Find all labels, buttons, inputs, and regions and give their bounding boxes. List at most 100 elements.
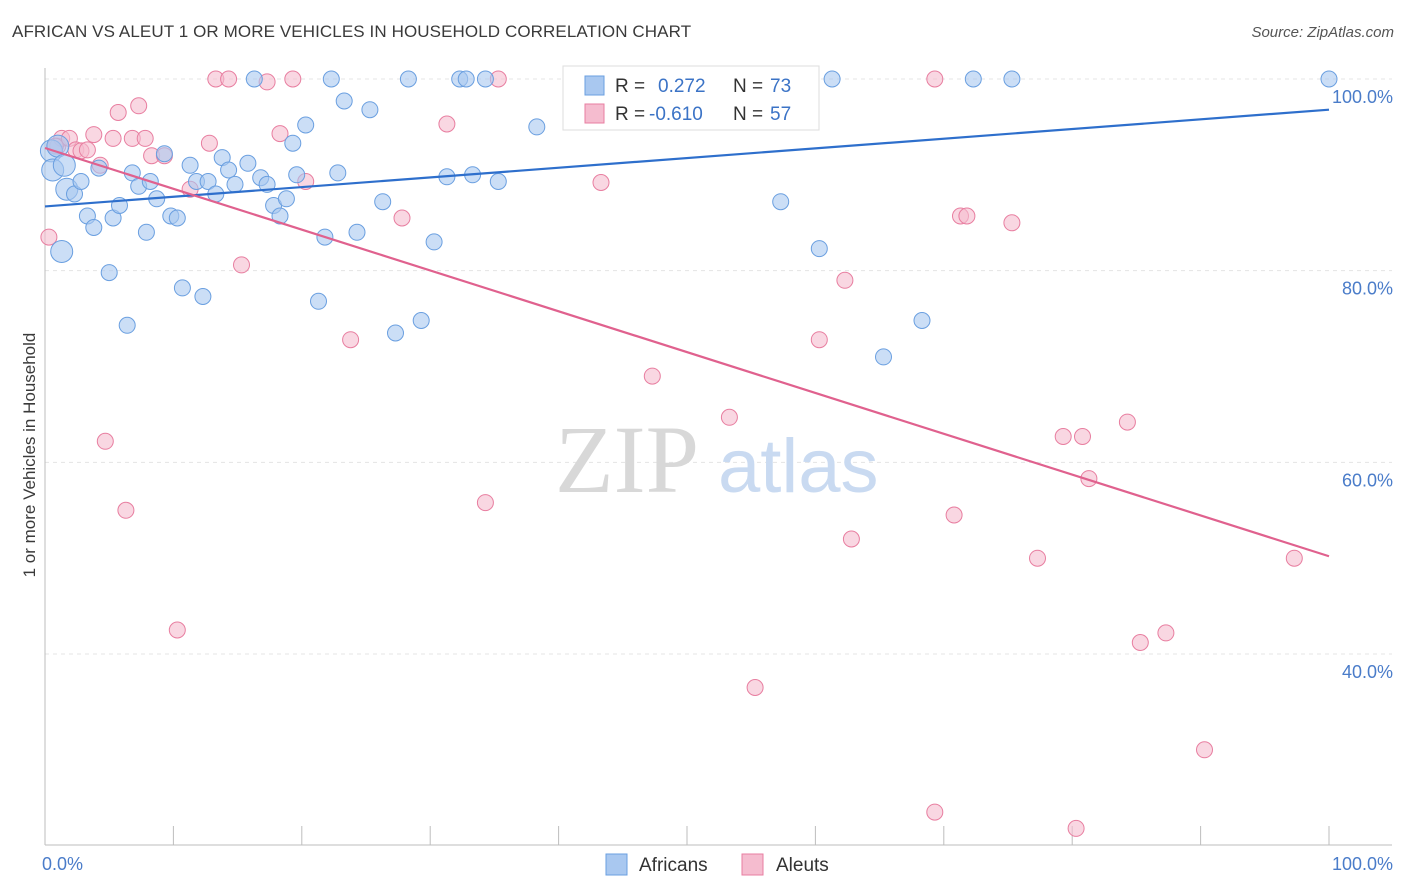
aleuts-point-55 bbox=[1285, 549, 1303, 567]
watermark-zip: ZIP bbox=[555, 406, 699, 513]
aleuts-point-23 bbox=[233, 256, 250, 274]
aleuts-point-11 bbox=[109, 104, 127, 121]
aleuts-point-20 bbox=[200, 134, 218, 152]
stats-legend: R = 0.272 N = 73 R = -0.610 N = 57 bbox=[562, 65, 820, 131]
aleuts-point-42 bbox=[945, 506, 963, 524]
legend-swatch-aleuts bbox=[584, 103, 605, 124]
africans-point-37 bbox=[284, 134, 302, 152]
africans-point-66 bbox=[875, 348, 892, 366]
africans-point-43 bbox=[329, 164, 347, 182]
aleuts-point-36 bbox=[746, 679, 764, 696]
x-tick-label-0: 0.0% bbox=[42, 854, 83, 874]
series-legend: Africans Aleuts bbox=[605, 853, 829, 876]
africans-point-38 bbox=[288, 166, 306, 184]
chart-title: AFRICAN VS ALEUT 1 OR MORE VEHICLES IN H… bbox=[12, 22, 692, 41]
africans-point-35 bbox=[271, 207, 289, 225]
legend-n-label-2: N = bbox=[733, 104, 763, 125]
legend-r-label-1: R = bbox=[615, 76, 645, 97]
aleuts-point-40 bbox=[926, 70, 944, 88]
series-legend-label-africans: Africans bbox=[639, 855, 708, 876]
y-tick-label-1: 60.0% bbox=[1342, 470, 1393, 490]
aleuts-point-44 bbox=[958, 207, 976, 225]
aleuts-point-14 bbox=[130, 97, 148, 115]
aleuts-point-35 bbox=[720, 408, 738, 426]
aleuts-point-6 bbox=[78, 141, 96, 159]
aleuts-point-41 bbox=[926, 803, 944, 821]
series-legend-label-aleuts: Aleuts bbox=[776, 855, 829, 876]
aleuts-point-34 bbox=[643, 367, 661, 385]
aleuts-point-54 bbox=[1196, 741, 1213, 759]
aleuts-point-0 bbox=[40, 228, 58, 246]
x-tick-labels: 0.0% 100.0% bbox=[42, 854, 1393, 874]
aleuts-point-48 bbox=[1067, 819, 1085, 837]
africans-point-46 bbox=[361, 101, 379, 119]
legend-r-label-2: R = bbox=[615, 104, 645, 125]
africans-point-70 bbox=[1320, 70, 1338, 88]
africans-point-7 bbox=[85, 219, 103, 236]
trend-lines bbox=[44, 108, 1330, 558]
aleuts-point-46 bbox=[1029, 549, 1046, 567]
africans-point-22 bbox=[181, 156, 199, 174]
africans-point-31 bbox=[245, 70, 263, 88]
africans-point-65 bbox=[823, 70, 841, 88]
africans-point-56 bbox=[476, 70, 494, 88]
africans-point-42 bbox=[322, 70, 340, 88]
aleuts-point-7 bbox=[85, 126, 103, 144]
y-tick-label-0: 40.0% bbox=[1342, 662, 1393, 682]
aleuts-point-9 bbox=[96, 432, 114, 450]
africans-point-12 bbox=[118, 316, 136, 334]
africans-point-49 bbox=[399, 70, 417, 88]
aleuts-point-31 bbox=[476, 494, 494, 512]
africans-point-36 bbox=[277, 190, 295, 208]
aleuts-point-38 bbox=[836, 271, 854, 289]
legend-n-label-1: N = bbox=[733, 76, 763, 97]
aleuts-point-12 bbox=[117, 501, 135, 519]
aleuts-point-45 bbox=[1003, 214, 1021, 232]
africans-point-57 bbox=[489, 173, 507, 190]
y-axis-label: 1 or more Vehicles in Household bbox=[20, 333, 39, 578]
africans-point-25 bbox=[199, 173, 217, 190]
africans-point-24 bbox=[194, 288, 212, 305]
aleuts-point-15 bbox=[136, 129, 154, 147]
y-tick-label-2: 80.0% bbox=[1342, 279, 1393, 299]
y-tick-labels: 40.0% 60.0% 80.0% 100.0% bbox=[1332, 87, 1393, 682]
africans-point-18 bbox=[155, 145, 173, 163]
africans-point-15 bbox=[137, 223, 155, 241]
aleuts-point-26 bbox=[284, 70, 302, 88]
africans-point-39 bbox=[297, 116, 315, 134]
africans-point-63 bbox=[772, 193, 790, 211]
aleuts-point-39 bbox=[842, 530, 860, 548]
watermark: ZIP atlas bbox=[555, 406, 879, 513]
aleuts-point-50 bbox=[1080, 470, 1098, 488]
legend-swatch-africans bbox=[584, 75, 605, 96]
africans-point-51 bbox=[425, 233, 443, 251]
africans-point-50 bbox=[412, 312, 430, 329]
series-africans bbox=[39, 70, 1338, 366]
aleuts-point-18 bbox=[168, 621, 186, 639]
watermark-atlas: atlas bbox=[718, 424, 879, 509]
legend-n-value-1: 73 bbox=[770, 76, 791, 97]
aleuts-point-51 bbox=[1118, 413, 1136, 431]
aleuts-point-10 bbox=[104, 129, 122, 147]
aleuts-trend-line bbox=[44, 146, 1330, 558]
africans-point-20 bbox=[168, 209, 186, 227]
aleuts-point-25 bbox=[271, 125, 289, 143]
aleuts-point-53 bbox=[1157, 624, 1175, 642]
africans-point-40 bbox=[310, 292, 327, 310]
series-aleuts bbox=[40, 70, 1303, 837]
legend-n-value-2: 57 bbox=[770, 104, 791, 125]
aleuts-point-49 bbox=[1074, 428, 1091, 445]
africans-point-29 bbox=[226, 175, 244, 193]
africans-point-44 bbox=[335, 92, 353, 110]
africans-trend-line bbox=[44, 108, 1330, 208]
africans-point-5 bbox=[72, 173, 90, 190]
aleuts-point-33 bbox=[592, 174, 610, 191]
aleuts-point-52 bbox=[1131, 634, 1149, 651]
aleuts-point-30 bbox=[438, 115, 456, 133]
africans-point-28 bbox=[220, 161, 238, 179]
africans-point-67 bbox=[913, 312, 931, 329]
africans-point-2 bbox=[50, 240, 74, 263]
aleuts-point-29 bbox=[393, 209, 411, 227]
africans-point-48 bbox=[387, 324, 404, 342]
